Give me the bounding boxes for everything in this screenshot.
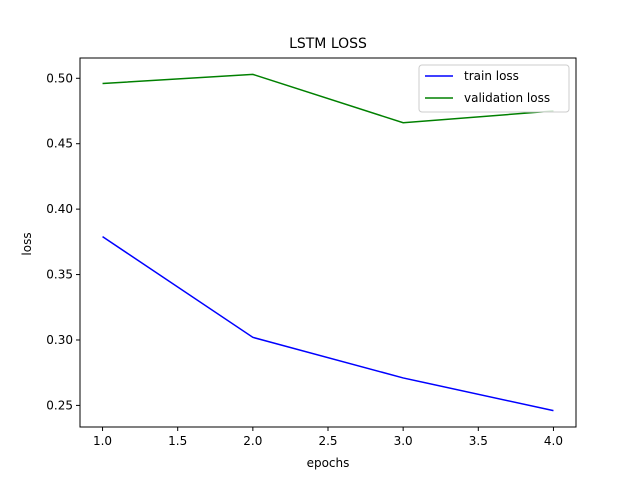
- y-tick-label: 0.40: [46, 202, 73, 216]
- plot-lines: [102, 73, 554, 412]
- y-tick-label: 0.30: [46, 333, 73, 347]
- series-line-train-loss: [102, 235, 554, 412]
- y-tick-label: 0.25: [46, 398, 73, 412]
- x-tick-label: 2.0: [243, 434, 262, 448]
- x-axis-label: epochs: [307, 456, 350, 470]
- series-line-validation-loss: [102, 73, 554, 124]
- x-tick-label: 2.5: [318, 434, 337, 448]
- y-tick-label: 0.50: [46, 71, 73, 85]
- plot-frame: [79, 57, 577, 428]
- legend-box: [418, 64, 570, 113]
- x-tick-label: 3.0: [394, 434, 413, 448]
- x-tick-label: 1.5: [168, 434, 187, 448]
- legend-label-train-loss: train loss: [464, 69, 519, 83]
- y-axis-ticks: 0.25 0.30 0.35 0.40 0.45 0.50: [46, 71, 80, 412]
- legend: train loss validation loss: [418, 64, 570, 113]
- x-tick-label: 1.0: [93, 434, 112, 448]
- y-axis-label: loss: [20, 232, 34, 255]
- legend-label-validation-loss: validation loss: [464, 91, 550, 105]
- x-tick-label: 3.5: [469, 434, 488, 448]
- chart-title: LSTM LOSS: [289, 36, 367, 52]
- y-tick-label: 0.45: [46, 137, 73, 151]
- y-tick-label: 0.35: [46, 268, 73, 282]
- x-tick-label: 4.0: [544, 434, 563, 448]
- x-axis-ticks: 1.0 1.5 2.0 2.5 3.0 3.5 4.0: [93, 427, 563, 448]
